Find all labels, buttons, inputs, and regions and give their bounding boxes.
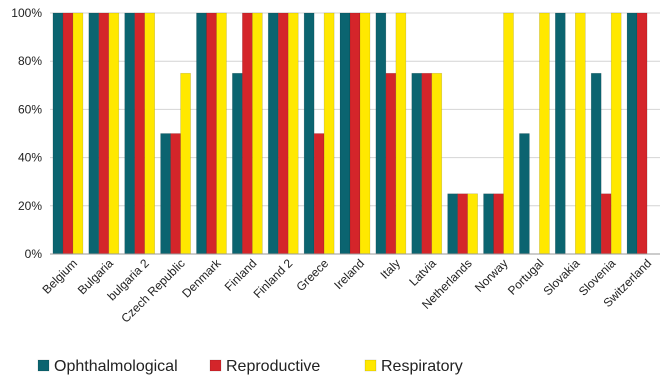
legend-label: Respiratory [381, 358, 463, 375]
legend-swatch [364, 359, 377, 372]
legend-label: Reproductive [226, 358, 320, 375]
bar-respiratory [323, 12, 335, 255]
legend: Ophthalmological Reproductive Respiratory [37, 358, 463, 375]
bar-ophthalmological [339, 12, 351, 255]
legend-label: Ophthalmological [54, 358, 178, 375]
bar-reproductive [170, 133, 181, 255]
y-axis-ticks: 0% 20% 40% 60% 80% 100% [11, 6, 42, 261]
bar-respiratory [539, 12, 550, 255]
bar-respiratory [108, 12, 120, 255]
x-tick-label: Czech Republic [118, 256, 187, 325]
bar-ophthalmological [519, 133, 530, 255]
bar-respiratory [252, 12, 263, 255]
bar-ophthalmological [160, 133, 171, 255]
bar-ophthalmological [267, 12, 279, 255]
y-tick-label: 60% [18, 102, 42, 116]
bar-respiratory [144, 12, 156, 255]
bars [52, 12, 648, 255]
bar-ophthalmological [52, 12, 64, 255]
bar-respiratory [359, 12, 371, 255]
y-tick-label: 0% [25, 247, 43, 261]
bar-reproductive [600, 193, 612, 255]
bar-respiratory [72, 12, 84, 255]
bar-ophthalmological [196, 12, 207, 255]
bar-reproductive [98, 12, 110, 255]
x-tick-label: Denmark [179, 256, 224, 301]
y-tick-label: 20% [18, 199, 42, 213]
bar-respiratory [467, 193, 478, 255]
bar-reproductive [421, 72, 433, 255]
bar-ophthalmological [483, 193, 494, 255]
y-tick-label: 40% [18, 151, 42, 165]
bar-ophthalmological [375, 12, 387, 255]
bar-respiratory [216, 12, 227, 255]
bar-reproductive [349, 12, 361, 255]
bar-reproductive [134, 12, 146, 255]
bar-reproductive [493, 193, 504, 255]
bar-respiratory [287, 12, 299, 255]
bar-ophthalmological [626, 12, 638, 255]
legend-swatch [209, 359, 222, 372]
bar-ophthalmological [303, 12, 315, 255]
bar-ophthalmological [447, 193, 458, 255]
x-tick-label: Belgium [40, 256, 81, 297]
x-tick-label: Latvia [406, 256, 439, 289]
x-tick-label: Ireland [331, 256, 367, 292]
bar-reproductive [636, 12, 648, 255]
x-tick-label: Portugal [505, 256, 547, 298]
bar-ophthalmological [554, 12, 566, 255]
bar-respiratory [431, 72, 443, 255]
y-tick-label: 80% [18, 54, 42, 68]
bar-respiratory [395, 12, 407, 255]
bar-reproductive [313, 133, 325, 255]
x-tick-label: Italy [378, 256, 403, 281]
x-tick-label: Greece [294, 256, 332, 294]
bar-ophthalmological [232, 72, 243, 255]
bar-reproductive [385, 72, 397, 255]
bar-reproductive [277, 12, 289, 255]
legend-swatch [37, 359, 50, 372]
x-tick-label: Norway [472, 256, 511, 295]
bar-ophthalmological [590, 72, 602, 255]
x-tick-label: Slovakia [540, 256, 582, 298]
bar-respiratory [503, 12, 514, 255]
bar-ophthalmological [411, 72, 423, 255]
bar-reproductive [206, 12, 217, 255]
bar-reproductive [62, 12, 74, 255]
bar-respiratory [610, 12, 622, 255]
bar-reproductive [242, 12, 253, 255]
y-tick-label: 100% [11, 6, 42, 20]
bar-ophthalmological [124, 12, 136, 255]
bar-respiratory [180, 72, 191, 255]
x-tick-label: Finland 2 [251, 256, 296, 301]
bar-reproductive [457, 193, 468, 255]
bar-respiratory [574, 12, 586, 255]
bar-ophthalmological [88, 12, 100, 255]
